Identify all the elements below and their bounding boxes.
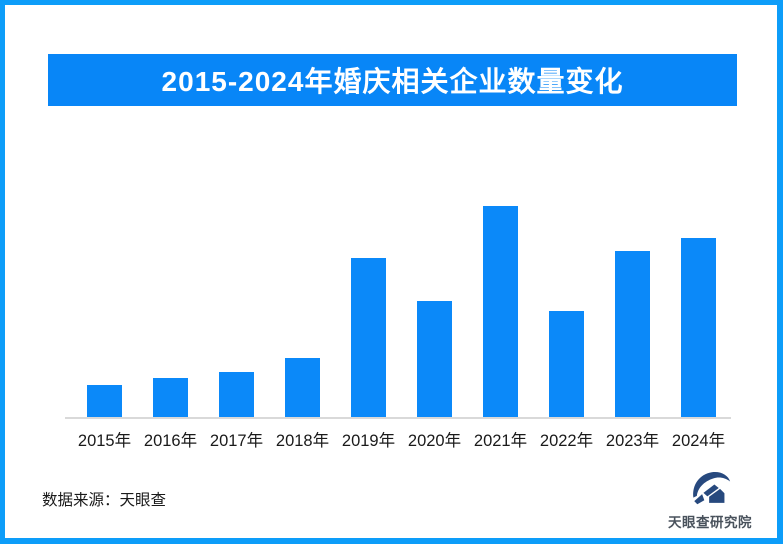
x-axis-labels: 2015年 2016年 2017年 2018年 2019年 2020年 2021年 2022年…: [65, 419, 731, 450]
brand-logo: 天眼查研究院: [665, 467, 755, 537]
bar-chart: 2015年 2016年 2017年 2018年 2019年 2020年 2021年 2022年…: [65, 180, 731, 450]
chart-title-banner: 2015-2024年婚庆相关企业数量变化: [48, 54, 737, 106]
bar-2022年: [549, 311, 584, 417]
bar-2021年: [483, 206, 518, 417]
x-tick-label: 2019年: [341, 432, 396, 450]
bar-2024年: [681, 238, 716, 417]
data-source-label: 数据来源：天眼查: [42, 492, 167, 509]
x-tick-label: 2022年: [539, 432, 594, 450]
x-tick-label: 2021年: [473, 432, 528, 450]
bar-2017年: [219, 372, 254, 417]
bar-2016年: [153, 378, 188, 417]
x-tick-label: 2016年: [143, 432, 198, 450]
bar-2018年: [285, 358, 320, 417]
bar-2019年: [351, 258, 386, 417]
x-tick-label: 2017年: [209, 432, 264, 450]
bar-2015年: [87, 385, 122, 417]
x-tick-label: 2023年: [605, 432, 660, 450]
plot-area: [65, 180, 731, 419]
x-tick-label: 2018年: [275, 432, 330, 450]
tianyancha-eye-icon: [693, 471, 731, 505]
chart-title: 2015-2024年婚庆相关企业数量变化: [161, 66, 624, 97]
x-tick-label: 2015年: [77, 432, 132, 450]
bar-2023年: [615, 251, 650, 417]
x-tick-label: 2024年: [671, 432, 726, 450]
x-tick-label: 2020年: [407, 432, 462, 450]
bar-2020年: [417, 301, 452, 417]
brand-name: 天眼查研究院: [668, 515, 752, 530]
